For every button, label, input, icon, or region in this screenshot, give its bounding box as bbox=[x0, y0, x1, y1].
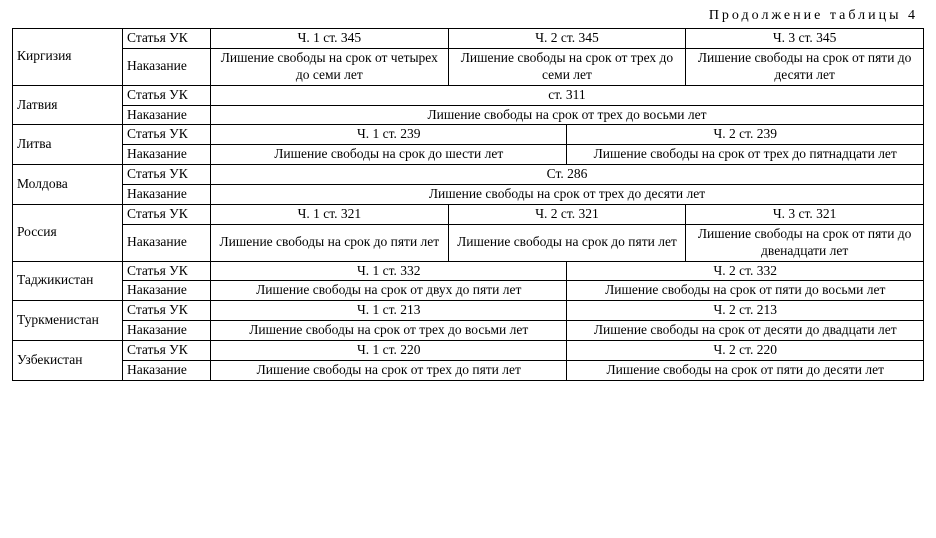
punishment-cell: Лишение свободы на срок от двух до пяти … bbox=[211, 281, 567, 301]
table-row: Латвия Статья УК ст. 311 bbox=[13, 85, 924, 105]
table-row: Наказание Лишение свободы на срок до пят… bbox=[13, 224, 924, 261]
punishment-cell: Лишение свободы на срок до шести лет bbox=[211, 145, 567, 165]
punishment-cell: Лишение свободы на срок от трех до десят… bbox=[211, 185, 924, 205]
table-row: Наказание Лишение свободы на срок от дву… bbox=[13, 281, 924, 301]
punishment-cell: Лишение свободы на срок от трех до пяти … bbox=[211, 360, 567, 380]
continuation-table: Киргизия Статья УК Ч. 1 ст. 345 Ч. 2 ст.… bbox=[12, 28, 924, 381]
punishment-cell: Лишение свободы на срок от пяти до десят… bbox=[567, 360, 924, 380]
article-cell: ст. 311 bbox=[211, 85, 924, 105]
punishment-cell: Лишение свободы на срок до пяти лет bbox=[211, 224, 449, 261]
row-label: Статья УК bbox=[123, 204, 211, 224]
table-caption: Продолжение таблицы 4 bbox=[12, 8, 924, 24]
table-row: Узбекистан Статья УК Ч. 1 ст. 220 Ч. 2 с… bbox=[13, 341, 924, 361]
table-row: Россия Статья УК Ч. 1 ст. 321 Ч. 2 ст. 3… bbox=[13, 204, 924, 224]
article-cell: Ч. 3 ст. 345 bbox=[686, 29, 924, 49]
table-row: Наказание Лишение свободы на срок до шес… bbox=[13, 145, 924, 165]
table-row: Наказание Лишение свободы на срок от тре… bbox=[13, 105, 924, 125]
punishment-cell: Лишение свободы на срок от десяти до два… bbox=[567, 321, 924, 341]
row-label: Наказание bbox=[123, 224, 211, 261]
row-label: Статья УК bbox=[123, 125, 211, 145]
table-row: Таджикистан Статья УК Ч. 1 ст. 332 Ч. 2 … bbox=[13, 261, 924, 281]
punishment-cell: Лишение свободы на срок от трех до восьм… bbox=[211, 321, 567, 341]
country-cell: Молдова bbox=[13, 165, 123, 205]
country-cell: Литва bbox=[13, 125, 123, 165]
punishment-cell: Лишение свободы на срок от пяти до десят… bbox=[686, 48, 924, 85]
row-label: Наказание bbox=[123, 105, 211, 125]
row-label: Наказание bbox=[123, 360, 211, 380]
row-label: Наказание bbox=[123, 145, 211, 165]
punishment-cell: Лишение свободы на срок от четырех до се… bbox=[211, 48, 449, 85]
punishment-cell: Лишение свободы на срок до пяти лет bbox=[448, 224, 686, 261]
article-cell: Ч. 1 ст. 220 bbox=[211, 341, 567, 361]
article-cell: Ст. 286 bbox=[211, 165, 924, 185]
table-row: Туркменистан Статья УК Ч. 1 ст. 213 Ч. 2… bbox=[13, 301, 924, 321]
row-label: Наказание bbox=[123, 185, 211, 205]
row-label: Наказание bbox=[123, 48, 211, 85]
punishment-cell: Лишение свободы на срок от трех до восьм… bbox=[211, 105, 924, 125]
table-row: Молдова Статья УК Ст. 286 bbox=[13, 165, 924, 185]
row-label: Статья УК bbox=[123, 165, 211, 185]
article-cell: Ч. 2 ст. 239 bbox=[567, 125, 924, 145]
country-cell: Туркменистан bbox=[13, 301, 123, 341]
article-cell: Ч. 2 ст. 213 bbox=[567, 301, 924, 321]
table-row: Литва Статья УК Ч. 1 ст. 239 Ч. 2 ст. 23… bbox=[13, 125, 924, 145]
table-row: Наказание Лишение свободы на срок от тре… bbox=[13, 185, 924, 205]
country-cell: Узбекистан bbox=[13, 341, 123, 381]
article-cell: Ч. 2 ст. 345 bbox=[448, 29, 686, 49]
article-cell: Ч. 2 ст. 220 bbox=[567, 341, 924, 361]
article-cell: Ч. 1 ст. 213 bbox=[211, 301, 567, 321]
row-label: Статья УК bbox=[123, 85, 211, 105]
article-cell: Ч. 1 ст. 239 bbox=[211, 125, 567, 145]
country-cell: Таджикистан bbox=[13, 261, 123, 301]
row-label: Наказание bbox=[123, 321, 211, 341]
country-cell: Россия bbox=[13, 204, 123, 261]
table-row: Наказание Лишение свободы на срок от тре… bbox=[13, 360, 924, 380]
punishment-cell: Лишение свободы на срок от трех до семи … bbox=[448, 48, 686, 85]
country-cell: Киргизия bbox=[13, 29, 123, 86]
article-cell: Ч. 1 ст. 332 bbox=[211, 261, 567, 281]
punishment-cell: Лишение свободы на срок от трех до пятна… bbox=[567, 145, 924, 165]
article-cell: Ч. 2 ст. 321 bbox=[448, 204, 686, 224]
article-cell: Ч. 1 ст. 345 bbox=[211, 29, 449, 49]
table-row: Наказание Лишение свободы на срок от чет… bbox=[13, 48, 924, 85]
table-row: Киргизия Статья УК Ч. 1 ст. 345 Ч. 2 ст.… bbox=[13, 29, 924, 49]
punishment-cell: Лишение свободы на срок от пяти до восьм… bbox=[567, 281, 924, 301]
article-cell: Ч. 1 ст. 321 bbox=[211, 204, 449, 224]
article-cell: Ч. 3 ст. 321 bbox=[686, 204, 924, 224]
row-label: Статья УК bbox=[123, 301, 211, 321]
row-label: Статья УК bbox=[123, 341, 211, 361]
table-row: Наказание Лишение свободы на срок от тре… bbox=[13, 321, 924, 341]
row-label: Наказание bbox=[123, 281, 211, 301]
article-cell: Ч. 2 ст. 332 bbox=[567, 261, 924, 281]
row-label: Статья УК bbox=[123, 29, 211, 49]
country-cell: Латвия bbox=[13, 85, 123, 125]
punishment-cell: Лишение свободы на срок от пяти до двена… bbox=[686, 224, 924, 261]
row-label: Статья УК bbox=[123, 261, 211, 281]
